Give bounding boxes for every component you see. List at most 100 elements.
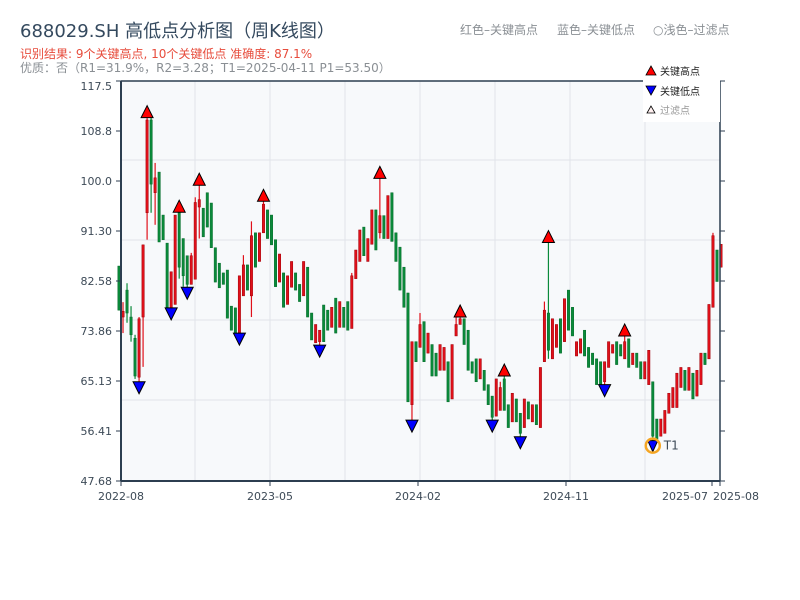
candle-down [466,329,470,371]
candle-up [707,304,711,360]
candle-down [474,358,478,383]
candle-down [129,316,133,336]
candle-up [145,119,149,214]
candle-up [193,202,197,280]
candle-down [470,361,474,374]
candle-up [454,324,458,337]
candle-down [591,352,595,365]
candle-down [615,341,619,365]
candle-up [418,324,422,348]
candle-down [390,192,394,242]
candle-up [675,372,679,408]
candle-down [346,301,350,331]
color-key-filtered: ○浅色–过滤点 [653,23,730,37]
y-tick-label: 56.41 [81,425,113,438]
legend-low-triangle-icon [645,85,657,96]
candle-down [599,361,603,385]
candle-down [225,269,229,319]
key-low-marker [405,419,419,434]
y-tick-label: 100.0 [81,175,113,188]
candle-up [153,177,157,193]
candle-down [414,341,418,362]
candle-up [237,275,241,334]
y-tick-label: 73.86 [81,325,113,338]
legend-low-label: 关键低点 [660,85,700,98]
candle-up [378,215,382,234]
legend-high-triangle-icon [645,65,657,76]
candle-down [161,214,165,240]
candle-up [290,261,294,288]
candle-up [314,324,318,344]
key-high-marker [172,199,187,213]
candle-up [262,203,265,234]
candle-down [518,413,522,434]
key-low-marker [232,332,247,347]
candle-down [502,378,506,411]
candle-down [422,321,426,362]
candle-down [266,209,269,239]
x-ticks: 2022-08 2023-05 2024-02 2024-11 2025-07 2025-… [98,481,759,503]
candle-down [490,395,494,418]
x-tick-label: 2024-11 [543,490,589,503]
candle-down [270,214,273,246]
candle-down [282,272,285,308]
candle-down [362,226,366,256]
candle-down [322,304,326,342]
candle-down [595,358,599,385]
y-ticks: 117.5 108.8 100.0 91.30 82.58 73.86 65.13 56.41… [81,80,725,488]
candle-up [498,387,502,411]
candle-down [627,338,631,368]
candle-up [687,367,691,391]
candle-down [181,238,185,277]
candle-up [286,275,290,305]
candle-down [402,266,406,308]
candle-up [366,238,370,262]
candle-up [679,367,683,388]
candle-down [229,305,233,331]
candle-down [125,289,129,314]
candle-up [173,214,177,305]
candle-up [426,332,430,354]
candle-up [330,307,334,328]
y-tick-label: 47.68 [81,475,113,488]
candle-down [213,247,217,283]
candle-down [209,202,213,248]
key-high-marker [373,165,387,179]
candle-down [514,398,518,423]
candle-up [350,275,354,329]
candle-down [221,272,225,285]
candle-down [254,232,257,268]
y-tick-label: 91.30 [81,225,113,238]
candle-down [149,119,153,185]
candle-up [370,209,374,245]
candle-down [619,344,623,357]
y-tick-label: 108.8 [81,125,113,138]
candle-up [121,311,125,318]
candle-up [563,298,566,342]
candle-up [338,301,342,328]
candle-up [450,344,454,400]
key-high-marker [617,322,632,337]
candle-down [486,384,490,405]
chart-title: 688029.SH 高低点分析图（周K线图） [20,21,335,42]
candle-up [663,410,667,434]
candle-down [567,289,570,331]
candle-down [482,370,486,391]
color-key-high: 红色–关键高点 [460,23,539,37]
candle-down [635,352,639,368]
markers [132,104,662,454]
candle-up [699,352,703,385]
candle-up [530,404,534,423]
key-low-marker [312,344,327,359]
y-tick-label: 65.13 [81,375,113,388]
candle-down [715,249,719,282]
candles [117,117,723,448]
candle-up [197,199,201,208]
candle-up [141,244,145,318]
candle-up [522,398,526,428]
candle-up [538,367,542,428]
candle-up [442,347,446,371]
key-high-marker [497,362,512,377]
candle-down [157,171,161,243]
candle-down [245,264,249,291]
